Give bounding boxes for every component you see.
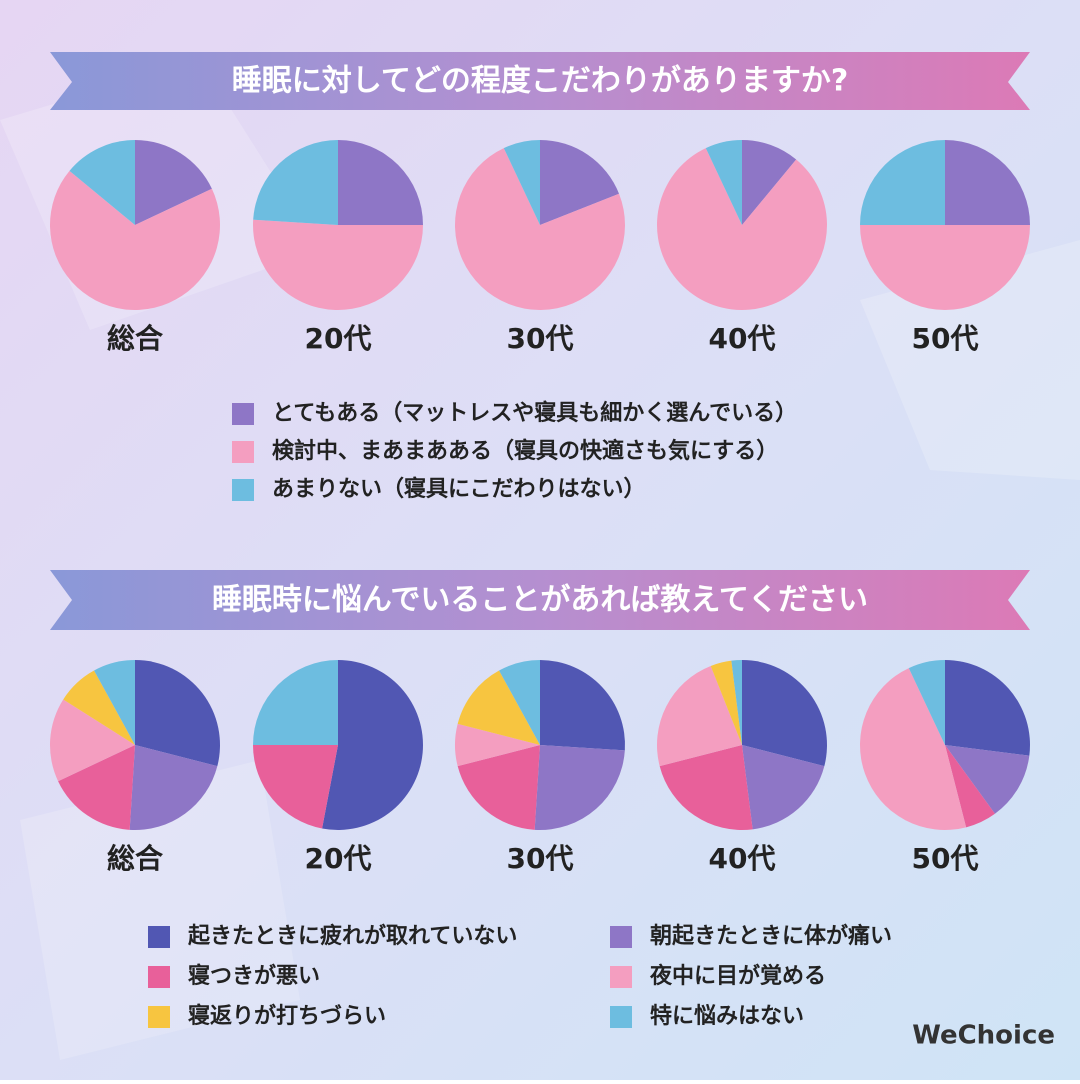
pie-slice	[338, 140, 423, 225]
pie-slice	[859, 668, 967, 830]
pie-label: 40代	[709, 842, 776, 875]
pie-slice	[731, 660, 742, 745]
legend-swatch	[232, 403, 254, 425]
pie-slice	[705, 140, 742, 225]
legend-label: 検討中、まあまあある（寝具の快適さも気にする）	[272, 438, 778, 464]
legend-label: 寝つきが悪い	[188, 963, 320, 989]
pie-slice	[63, 670, 135, 745]
legend-label: あまりない（寝具にこだわりはない）	[272, 476, 646, 502]
legend-label: 夜中に目が覚める	[649, 963, 826, 989]
pie-label: 30代	[507, 322, 574, 355]
pie-slice	[135, 140, 212, 225]
legend-swatch	[610, 966, 632, 988]
legend-swatch	[148, 1006, 170, 1028]
pie-slice	[945, 140, 1030, 225]
legend-swatch	[148, 966, 170, 988]
pie-slice	[50, 699, 136, 782]
pie-label: 40代	[709, 322, 776, 355]
banner	[50, 570, 1030, 630]
logo: WeChoice	[912, 1021, 1055, 1051]
pie-slice	[94, 660, 135, 745]
pie-label: 20代	[305, 842, 372, 875]
pie-slice	[49, 170, 220, 310]
legend-swatch	[610, 1006, 632, 1028]
pie-slice	[252, 219, 423, 311]
pie-slice	[253, 745, 338, 829]
pie-slice	[455, 723, 540, 767]
pie-slice	[457, 670, 540, 745]
legend-label: 寝返りが打ちづらい	[188, 1003, 386, 1029]
pie-label: 総合	[107, 842, 164, 875]
pie-slice	[499, 660, 540, 745]
pie-slice	[322, 660, 423, 830]
legend-label: 朝起きたときに体が痛い	[650, 923, 892, 949]
pie-slice	[945, 745, 995, 828]
legend-label: 特に悩みはない	[650, 1003, 804, 1029]
pie-label: 30代	[507, 842, 574, 875]
pie-slice	[534, 745, 625, 831]
pie-slice	[58, 745, 135, 830]
pie-label: 総合	[107, 322, 164, 355]
pie-slice	[656, 148, 827, 310]
pie-label: 50代	[912, 842, 979, 875]
pie-slice	[657, 665, 742, 767]
pie-slice	[503, 140, 540, 225]
pie-slice	[742, 660, 827, 767]
legend-swatch	[610, 926, 632, 948]
legend-label: 起きたときに疲れが取れていない	[187, 923, 517, 949]
pie-slice	[742, 745, 825, 830]
pie-slice	[742, 140, 797, 225]
legend-swatch	[148, 926, 170, 948]
pie-slice	[945, 660, 1030, 756]
pie-slice	[945, 745, 1030, 814]
pie-slice	[457, 745, 540, 830]
decor	[20, 760, 300, 1060]
banner	[50, 52, 1030, 110]
section-title: 睡眠時に悩んでいることがあれば教えてください	[212, 583, 868, 618]
pie-slice	[129, 745, 218, 830]
pie-slice	[253, 660, 338, 745]
pie-label: 20代	[305, 322, 372, 355]
pie-slice	[710, 660, 742, 745]
pie-label: 50代	[912, 322, 979, 355]
pie-slice	[455, 148, 625, 310]
legend-swatch	[232, 441, 254, 463]
legend-swatch	[232, 479, 254, 501]
pie-slice	[135, 660, 220, 767]
section-title: 睡眠に対してどの程度こだわりがありますか?	[232, 64, 849, 99]
pie-slice	[540, 140, 620, 225]
pie-slice	[540, 660, 626, 751]
pie-slice	[908, 660, 945, 745]
pie-slice	[860, 225, 1030, 310]
pie-slice	[69, 140, 135, 225]
pie-slice	[253, 140, 338, 225]
legend-label: とてもある（マットレスや寝具も細かく選んでいる）	[272, 400, 797, 426]
pie-slice	[860, 140, 945, 225]
pie-slice	[659, 745, 753, 830]
